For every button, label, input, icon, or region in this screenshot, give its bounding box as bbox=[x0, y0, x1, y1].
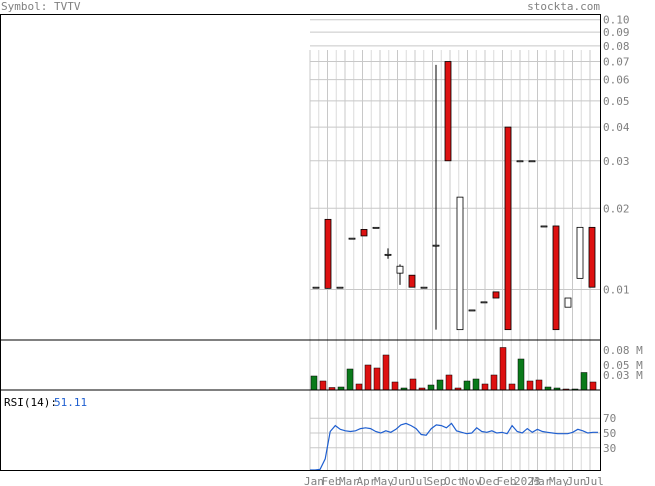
volume-bar bbox=[499, 347, 507, 391]
candle-body bbox=[516, 160, 524, 163]
volume-bar bbox=[445, 374, 453, 391]
volume-bar bbox=[382, 354, 390, 391]
candle-body bbox=[348, 237, 356, 240]
month-label: Jan bbox=[304, 475, 324, 486]
chart-frame bbox=[0, 14, 601, 471]
candle-body bbox=[576, 226, 584, 279]
price-tick-label: 0.02 bbox=[603, 202, 630, 215]
rsi-tick-label: 30 bbox=[603, 442, 616, 455]
chart-axes: 0.01 0.02 0.03 0.04 0.05 0.06 0.07 0.080.090.10… bbox=[304, 14, 643, 486]
candle-body bbox=[420, 286, 428, 289]
volume-bar bbox=[463, 380, 471, 391]
month-label: Jun bbox=[567, 475, 587, 486]
rsi-tick-label: 50 bbox=[603, 427, 616, 440]
candle-body bbox=[360, 229, 368, 237]
volume-bar bbox=[526, 380, 534, 391]
month-label: Sep bbox=[427, 475, 447, 486]
candle-body bbox=[456, 196, 464, 331]
candle-body bbox=[432, 244, 440, 247]
month-label: Apr bbox=[357, 475, 377, 486]
price-panel bbox=[312, 61, 596, 331]
site-brand[interactable]: stockta.com bbox=[527, 0, 600, 13]
volume-bar bbox=[364, 364, 372, 391]
volume-bar bbox=[391, 381, 399, 391]
volume-bar bbox=[355, 383, 363, 391]
volume-bar bbox=[310, 375, 318, 391]
rsi-panel: RSI(14):51.11 bbox=[4, 396, 598, 471]
month-label: 2023 bbox=[514, 475, 541, 486]
candle-body bbox=[504, 126, 512, 331]
volume-bar bbox=[346, 368, 354, 391]
price-tick-label: 0.08 bbox=[603, 40, 630, 53]
volume-tick-label: 0.08 M bbox=[603, 344, 643, 357]
price-tick-label: 0.06 bbox=[603, 74, 630, 87]
chart-grid bbox=[309, 19, 600, 470]
volume-bar bbox=[517, 358, 525, 391]
candle-body bbox=[324, 218, 332, 289]
month-label: Nov bbox=[462, 475, 482, 486]
price-tick-label: 0.10 bbox=[603, 14, 630, 27]
rsi-label: RSI(14): bbox=[4, 396, 57, 409]
symbol-header: Symbol: TVTV bbox=[1, 0, 81, 13]
candle-body bbox=[396, 265, 404, 274]
month-label: Feb bbox=[497, 475, 517, 486]
candle-body bbox=[408, 274, 416, 288]
candle-body bbox=[444, 61, 452, 162]
candle-body bbox=[492, 291, 500, 299]
month-label: Jul bbox=[409, 475, 429, 486]
candle-body bbox=[468, 309, 476, 312]
volume-bar bbox=[490, 374, 498, 391]
volume-bar bbox=[481, 383, 489, 391]
candle-body bbox=[312, 286, 320, 289]
month-label: Oct bbox=[444, 475, 464, 486]
candle-body bbox=[372, 226, 380, 229]
rsi-tick-label: 70 bbox=[603, 412, 616, 425]
rsi-value: 51.11 bbox=[54, 396, 87, 409]
volume-bar bbox=[535, 379, 543, 391]
candle-body bbox=[540, 225, 548, 228]
chart-border bbox=[0, 14, 601, 471]
price-tick-label: 0.05 bbox=[603, 95, 630, 108]
month-label: Mar bbox=[339, 475, 359, 486]
volume-bar bbox=[472, 378, 480, 391]
volume-tick-label: 0.03 M bbox=[603, 369, 643, 382]
month-label: Jun bbox=[392, 475, 412, 486]
volume-bar bbox=[373, 367, 381, 391]
candle-body bbox=[552, 225, 560, 331]
price-tick-label: 0.07 bbox=[603, 56, 630, 69]
volume-tick-label: 0.05 M bbox=[603, 359, 643, 372]
month-label: Dec bbox=[479, 475, 499, 486]
month-label: May bbox=[549, 475, 569, 486]
month-label: May bbox=[374, 475, 394, 486]
month-label: Feb bbox=[322, 475, 342, 486]
price-tick-label: 0.04 bbox=[603, 121, 630, 134]
price-tick-label: 0.01 bbox=[603, 284, 630, 297]
volume-bar bbox=[319, 380, 327, 391]
volume-bar bbox=[427, 384, 435, 391]
volume-bar bbox=[508, 383, 516, 391]
candle-body bbox=[528, 160, 536, 163]
candle-body bbox=[480, 301, 488, 304]
price-tick-label: 0.03 bbox=[603, 155, 630, 168]
volume-bar bbox=[436, 379, 444, 391]
volume-bar bbox=[589, 381, 597, 391]
candle-body bbox=[588, 226, 596, 288]
candle-body bbox=[564, 297, 572, 308]
month-label: Mar bbox=[532, 475, 552, 486]
volume-bar bbox=[580, 372, 588, 391]
candle-body bbox=[336, 286, 344, 289]
candle-body bbox=[384, 253, 392, 256]
rsi-line bbox=[310, 422, 598, 471]
price-tick-label: 0.09 bbox=[603, 26, 630, 39]
volume-bar bbox=[409, 378, 417, 391]
month-label: Jul bbox=[584, 475, 604, 486]
